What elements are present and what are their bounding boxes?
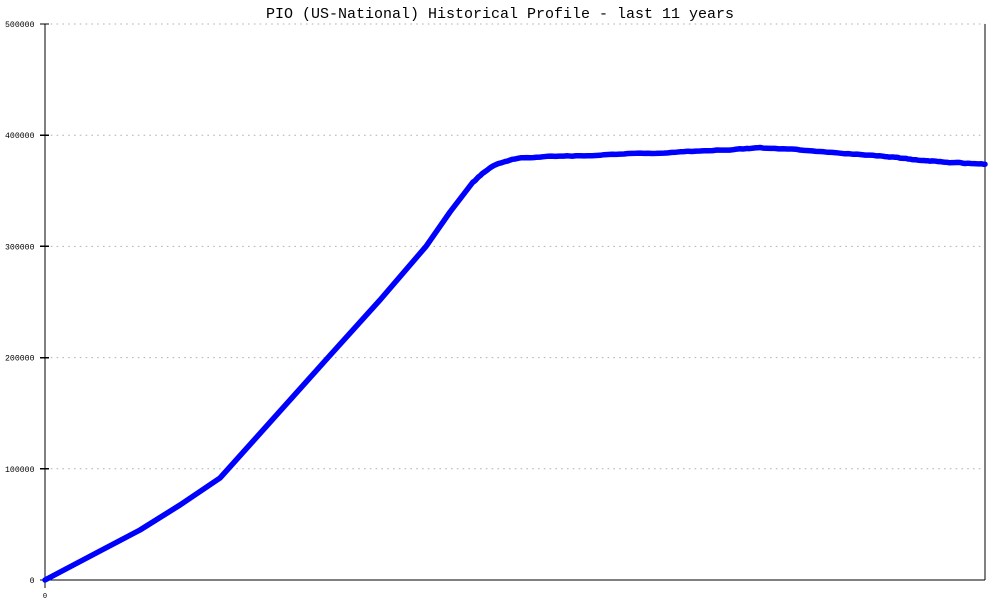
svg-text:PIO (US-National) Historical P: PIO (US-National) Historical Profile - l…	[266, 6, 734, 23]
svg-text:100000: 100000	[5, 466, 35, 475]
svg-text:200000: 200000	[5, 355, 35, 364]
svg-text:500000: 500000	[5, 21, 35, 30]
svg-text:0: 0	[30, 577, 35, 586]
svg-text:400000: 400000	[5, 132, 35, 141]
svg-text:300000: 300000	[5, 243, 35, 252]
svg-text:0: 0	[43, 593, 47, 600]
